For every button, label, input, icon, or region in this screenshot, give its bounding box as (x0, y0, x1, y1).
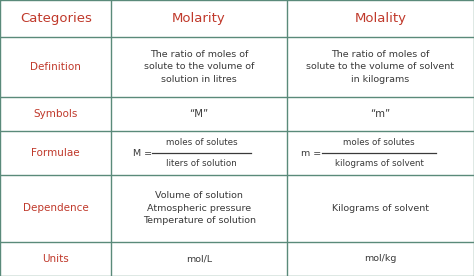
Text: Molarity: Molarity (172, 12, 226, 25)
Text: liters of solution: liters of solution (166, 159, 237, 168)
Text: Units: Units (42, 254, 69, 264)
Text: “M”: “M” (190, 109, 209, 119)
Text: moles of solutes: moles of solutes (343, 138, 415, 147)
Text: m =: m = (301, 149, 321, 158)
Text: Symbols: Symbols (34, 109, 78, 119)
Text: Definition: Definition (30, 62, 81, 72)
Text: moles of solutes: moles of solutes (165, 138, 237, 147)
Text: M =: M = (133, 149, 152, 158)
Text: mol/kg: mol/kg (364, 254, 397, 263)
Text: kilograms of solvent: kilograms of solvent (335, 159, 424, 168)
Text: Categories: Categories (20, 12, 91, 25)
Text: The ratio of moles of
solute to the volume of solvent
in kilograms: The ratio of moles of solute to the volu… (306, 50, 455, 84)
Text: Molality: Molality (355, 12, 406, 25)
Text: The ratio of moles of
solute to the volume of
solution in litres: The ratio of moles of solute to the volu… (144, 50, 254, 84)
Text: Volume of solution
Atmospheric pressure
Temperature of solution: Volume of solution Atmospheric pressure … (143, 191, 255, 225)
Text: mol/L: mol/L (186, 254, 212, 263)
Text: “m”: “m” (370, 109, 391, 119)
Text: Dependence: Dependence (23, 203, 89, 213)
Text: Formulae: Formulae (31, 148, 80, 158)
Text: Kilograms of solvent: Kilograms of solvent (332, 204, 429, 213)
